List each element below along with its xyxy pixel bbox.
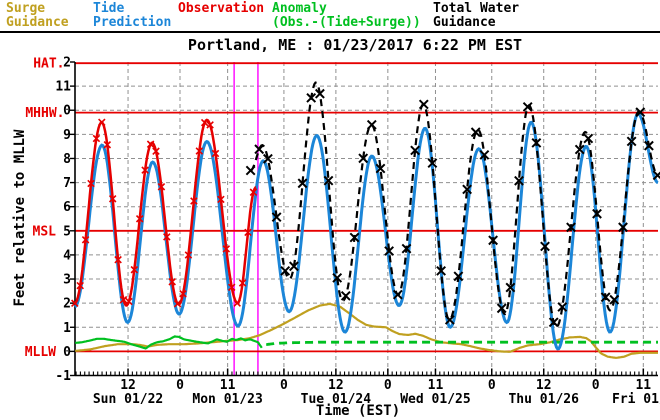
svg-text:9: 9 xyxy=(63,128,71,143)
svg-text:7: 7 xyxy=(63,176,71,191)
svg-text:12: 12 xyxy=(536,378,552,393)
svg-text:12: 12 xyxy=(328,378,344,393)
svg-text:MLLW: MLLW xyxy=(25,345,56,360)
svg-text:Fri 01/: Fri 01/ xyxy=(612,392,660,407)
svg-text:Mon 01/23: Mon 01/23 xyxy=(192,392,262,407)
svg-text:11: 11 xyxy=(428,378,444,393)
svg-text:2: 2 xyxy=(63,297,71,312)
svg-text:5: 5 xyxy=(63,224,71,239)
svg-text:0: 0 xyxy=(488,378,496,393)
svg-text:Wed 01/25: Wed 01/25 xyxy=(400,392,470,407)
legend-total-water-guidance: Total Water Guidance xyxy=(433,1,520,30)
svg-text:0: 0 xyxy=(280,378,288,393)
svg-text:11: 11 xyxy=(55,80,71,95)
svg-text:HAT.: HAT. xyxy=(33,57,64,72)
legend-separator xyxy=(0,31,660,33)
svg-text:MSL: MSL xyxy=(33,224,57,239)
svg-text:-1: -1 xyxy=(55,369,71,384)
legend-observation: Observation xyxy=(178,1,265,16)
legend-anomaly: Anomaly (Obs.-(Tide+Surge)) xyxy=(272,1,421,30)
legend-surge-guidance: Surge Guidance xyxy=(6,1,69,30)
chart-title: Portland, ME : 01/23/2017 6:22 PM EST xyxy=(187,36,523,54)
svg-text:12: 12 xyxy=(120,378,136,393)
x-axis-label: Time (EST) xyxy=(315,403,401,419)
svg-text:MHHW.: MHHW. xyxy=(25,106,64,121)
svg-text:3: 3 xyxy=(63,273,71,288)
svg-text:1: 1 xyxy=(63,321,71,336)
svg-text:0: 0 xyxy=(384,378,392,393)
svg-text:0: 0 xyxy=(63,345,71,360)
svg-text:Thu 01/26: Thu 01/26 xyxy=(508,392,579,407)
svg-text:Sun 01/22: Sun 01/22 xyxy=(93,392,163,407)
svg-text:0: 0 xyxy=(592,378,600,393)
svg-text:8: 8 xyxy=(63,152,71,167)
svg-text:2: 2 xyxy=(63,56,71,71)
svg-text:11: 11 xyxy=(635,378,651,393)
svg-text:4: 4 xyxy=(63,248,71,263)
svg-text:6: 6 xyxy=(63,200,71,215)
svg-text:0: 0 xyxy=(63,104,71,119)
svg-text:0: 0 xyxy=(176,378,184,393)
legend-tide-prediction: Tide Prediction xyxy=(93,1,172,30)
svg-text:11: 11 xyxy=(220,378,236,393)
svg-text:Tue 01/24: Tue 01/24 xyxy=(301,392,372,407)
